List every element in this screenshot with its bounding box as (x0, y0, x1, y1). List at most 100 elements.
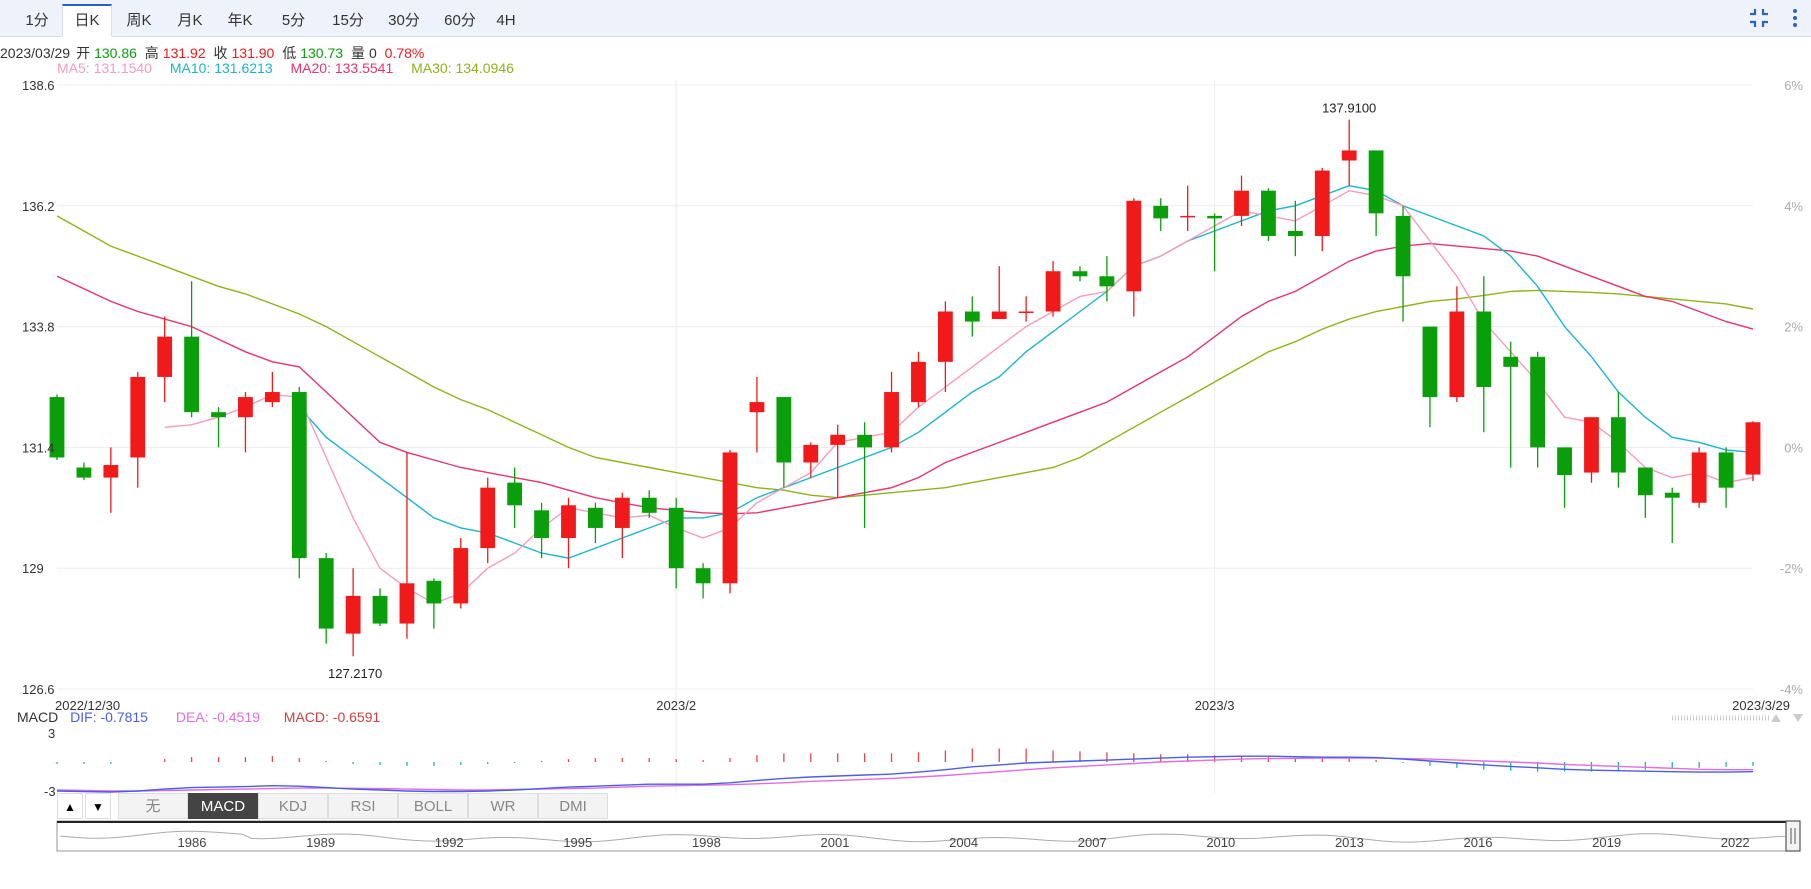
candle (1503, 341, 1519, 468)
candle-body (776, 397, 792, 463)
navigator-year-label: 1992 (435, 835, 464, 850)
candle-body (1395, 215, 1411, 277)
period-tab-5[interactable]: 5分 (281, 12, 306, 29)
price-axis: 138.6 136.2 133.8 131.4 129 126.6 (22, 78, 55, 697)
candle-body (857, 434, 873, 448)
navigator-year-label: 2019 (1592, 835, 1621, 850)
candle (1476, 276, 1492, 433)
period-tab-8[interactable]: 60分 (444, 12, 476, 29)
ma-legend: MA5: 131.1540 MA10: 131.6213 MA20: 133.5… (57, 60, 518, 76)
candle-body (1234, 190, 1249, 216)
candle-body (830, 434, 846, 445)
scroll-right-button[interactable]: ▼ (85, 793, 111, 819)
indicator-tab-4[interactable]: BOLL (398, 793, 468, 819)
period-tab-6[interactable]: 15分 (332, 12, 364, 29)
indicator-tab-6[interactable]: DMI (538, 793, 608, 819)
candle-body (1718, 452, 1734, 488)
period-tab-3[interactable]: 月K (177, 12, 203, 29)
period-tab-7[interactable]: 30分 (388, 12, 420, 29)
macd-tick-label: 3 (48, 726, 55, 741)
candle-body (1476, 311, 1492, 387)
indicator-tab-1[interactable]: MACD (188, 793, 258, 819)
candle (803, 442, 819, 478)
candle-body (103, 465, 119, 478)
candle (211, 407, 226, 448)
candle (1099, 256, 1115, 302)
navigator-history-line (59, 830, 1786, 843)
candle (1422, 326, 1438, 428)
candle (668, 497, 684, 589)
candle-body (238, 397, 253, 418)
open-value: 130.86 (94, 45, 137, 61)
candle-body (588, 507, 603, 528)
candle-body (695, 568, 711, 584)
period-tab-9[interactable]: 4H (496, 12, 516, 29)
dea-legend: DEA: -0.4519 (175, 709, 260, 725)
candle-body (345, 595, 361, 634)
period-tab-2[interactable]: 周K (126, 12, 152, 29)
candle-body (722, 452, 738, 584)
navigator-year-label: 2007 (1078, 835, 1107, 850)
candle (1045, 261, 1061, 317)
candle-body (534, 510, 549, 538)
price-tick-label: 131.4 (22, 440, 55, 455)
navigator-handle[interactable] (1785, 820, 1801, 852)
candle-body (911, 361, 926, 403)
indicator-tab-5[interactable]: WR (468, 793, 538, 819)
percent-tick-label: 0% (1784, 440, 1803, 455)
indicator-tab-0[interactable]: 无 (118, 793, 188, 819)
candle-body (507, 482, 523, 506)
candle (534, 502, 549, 559)
low-annotation: 127.2170 (328, 666, 382, 681)
candle (103, 447, 119, 513)
candle-body (1045, 271, 1061, 312)
high-value: 131.92 (162, 45, 206, 61)
period-tab-4[interactable]: 年K (227, 12, 253, 29)
candle (1180, 185, 1196, 231)
indicator-tab-3[interactable]: RSI (328, 793, 398, 819)
period-tab-1[interactable]: 日K (62, 4, 112, 37)
collapse-icon[interactable] (1747, 6, 1771, 30)
dea-line (56, 757, 1753, 792)
candle-body (668, 507, 684, 569)
high-label: 高 (144, 45, 159, 61)
candle (1018, 296, 1034, 322)
candle-body (1018, 311, 1034, 313)
candle (291, 387, 307, 579)
ma20-legend: MA20: 133.5541 (290, 60, 394, 76)
candle (991, 266, 1007, 320)
candle (830, 424, 846, 498)
quote-info: 2023/03/29 开 130.86 高 131.92 收 131.90 低 130.7… (0, 43, 428, 63)
indicator-tab-2[interactable]: KDJ (258, 793, 328, 819)
price-tick-label: 126.6 (22, 682, 55, 697)
percent-tick-label: 6% (1784, 78, 1803, 93)
candle (1584, 417, 1599, 483)
candle (399, 452, 415, 639)
candle (157, 316, 173, 403)
period-tab-0[interactable]: 1分 (25, 12, 49, 29)
candle (1314, 168, 1330, 252)
candle (426, 578, 442, 629)
ma20-line (56, 242, 1754, 515)
candles (49, 119, 1761, 657)
navigator-year-label: 2001 (821, 835, 850, 850)
volume-value: 0 (368, 45, 377, 61)
candle (1234, 175, 1249, 226)
navigator-year-label: 2013 (1335, 835, 1364, 850)
low-label: 低 (282, 45, 297, 61)
percent-axis: 6% 4% 2% 0% -2% -4% (1780, 78, 1804, 697)
close-label: 收 (213, 45, 228, 61)
candle-body (1368, 150, 1384, 214)
change-value: 0.78% (384, 45, 425, 61)
candle-body (641, 497, 657, 513)
candle-body (1745, 422, 1761, 475)
candle (480, 477, 496, 564)
more-vertical-icon[interactable] (1789, 6, 1801, 30)
navigator-year-label: 1995 (563, 835, 592, 850)
price-tick-label: 129 (22, 561, 44, 576)
scroll-left-button[interactable]: ▲ (57, 793, 83, 819)
candle (130, 371, 146, 488)
candle-body (1287, 230, 1303, 236)
candle-body (1530, 356, 1546, 448)
